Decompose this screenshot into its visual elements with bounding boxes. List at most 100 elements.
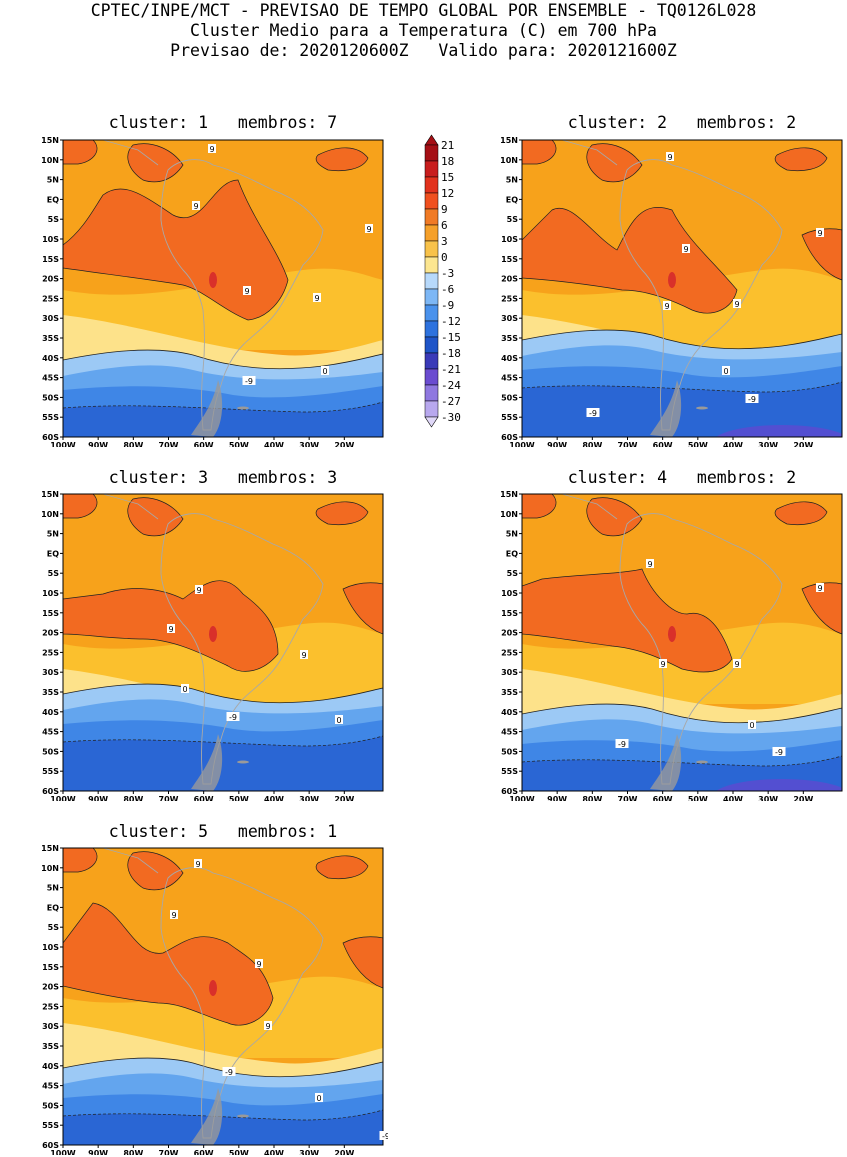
lon-label-7: 30W — [758, 441, 778, 447]
svg-text:9: 9 — [734, 660, 739, 669]
contour-label-4: 9 — [733, 299, 741, 309]
coastline-south-america — [619, 513, 783, 785]
map-svg-3: 15N 10N 5N EQ 5S 10S 15S 20S 25S 30S 35S 40S 45S 50S 5… — [41, 491, 384, 801]
warm-blob-nw — [63, 494, 98, 519]
temperature-field-minus12-9 — [63, 402, 383, 437]
contour-label-3: 9 — [663, 301, 671, 311]
lat-label-4: 5S — [48, 215, 60, 224]
contour-0 — [63, 683, 383, 704]
lat-label-10: 35S — [42, 1042, 59, 1051]
lat-label-7: 20S — [42, 629, 59, 638]
contour-label-6: -9 — [226, 712, 240, 722]
colorbar-segment-8 — [424, 272, 439, 290]
lat-label-1: 10N — [500, 156, 518, 165]
contour-0 — [522, 329, 842, 350]
contour-label-5: -9 — [222, 1067, 236, 1077]
lon-label-1: 90W — [88, 441, 108, 447]
map-panel-5: 15N 10N 5N EQ 5S 10S 15S 20S 25S 30S 35S 40S 45S 50S 5… — [28, 845, 388, 1155]
lat-label-15: 60S — [42, 433, 59, 442]
contour-label-7: -9 — [745, 394, 759, 404]
contour-minus9 — [522, 755, 842, 767]
lat-label-8: 25S — [501, 648, 518, 657]
lat-label-12: 45S — [42, 1082, 59, 1091]
lon-label-2: 80W — [582, 441, 602, 447]
temperature-field-minus12-9 — [63, 1110, 383, 1145]
lon-label-0: 100W — [50, 1149, 76, 1155]
lon-label-2: 80W — [123, 441, 143, 447]
contour-minus9 — [63, 1109, 383, 1121]
lat-label-0: 15N — [41, 845, 59, 853]
lat-label-5: 10S — [501, 235, 518, 244]
lat-label-7: 20S — [501, 629, 518, 638]
lat-label-5: 10S — [42, 235, 59, 244]
lon-label-3: 70W — [159, 441, 179, 447]
lon-label-4: 60W — [194, 441, 214, 447]
lon-label-6: 40W — [264, 441, 284, 447]
lon-label-2: 80W — [123, 795, 143, 801]
contour-label-6: 0 — [722, 366, 730, 376]
lon-label-8: 20W — [334, 795, 354, 801]
colorbar-segment-9 — [424, 288, 439, 306]
svg-text:0: 0 — [316, 1094, 321, 1103]
lat-label-8: 25S — [42, 1002, 59, 1011]
lat-label-6: 15S — [42, 963, 59, 972]
lon-label-4: 60W — [653, 441, 673, 447]
lat-label-6: 15S — [42, 255, 59, 264]
lat-label-4: 5S — [507, 569, 519, 578]
lat-label-5: 10S — [42, 589, 59, 598]
contour-label-1: 9 — [816, 583, 824, 593]
svg-text:9: 9 — [171, 911, 176, 920]
colorbar-segment-16 — [424, 400, 439, 418]
contour-label-1: 9 — [192, 201, 200, 211]
contour-label-2: 9 — [682, 244, 690, 254]
map-panel-4: 15N 10N 5N EQ 5S 10S 15S 20S 25S 30S 35S 40S 45S 50S 5… — [487, 491, 847, 801]
lon-label-3: 70W — [618, 795, 638, 801]
lon-label-1: 90W — [88, 1149, 108, 1155]
lat-label-2: 5N — [47, 530, 59, 539]
contour-label-0: 9 — [208, 144, 216, 154]
svg-text:9: 9 — [667, 153, 672, 162]
contour-label-0: 9 — [646, 559, 654, 569]
panel-title-4: cluster: 4 membros: 2 — [567, 468, 797, 487]
map-panel-1: 15N 10N 5N EQ 5S 10S 15S 20S 25S 30S 35S 40S 45S 50S 5… — [28, 137, 388, 447]
colorbar-segment-14 — [424, 368, 439, 386]
lat-label-8: 25S — [42, 648, 59, 657]
lat-label-5: 10S — [42, 943, 59, 952]
panel-title-2: cluster: 2 membros: 2 — [567, 113, 797, 132]
lat-label-13: 50S — [42, 1101, 59, 1110]
svg-text:9: 9 — [256, 960, 261, 969]
colorbar-segment-2 — [424, 176, 439, 194]
contour-label-5: 0 — [335, 715, 343, 725]
lon-label-1: 90W — [88, 795, 108, 801]
svg-text:9: 9 — [683, 245, 688, 254]
lon-label-7: 30W — [758, 795, 778, 801]
map-frame — [62, 847, 384, 1146]
falkland-islands — [237, 406, 249, 410]
lat-label-9: 30S — [501, 314, 518, 323]
colorbar-segment-10 — [424, 304, 439, 322]
lon-label-4: 60W — [653, 795, 673, 801]
lat-label-4: 5S — [48, 569, 60, 578]
contour-label-6: -9 — [242, 376, 256, 386]
lat-label-12: 45S — [42, 374, 59, 383]
lat-label-9: 30S — [501, 668, 518, 677]
temperature-field-minus12-9 — [63, 736, 383, 791]
temperature-field-12-15 — [63, 179, 289, 321]
panel-title-1: cluster: 1 membros: 7 — [108, 113, 338, 132]
temperature-field-15-18 — [209, 626, 217, 642]
andes-patagonia — [191, 1088, 223, 1145]
colorbar-label-4: 9 — [441, 203, 448, 216]
lat-label-7: 20S — [42, 983, 59, 992]
lat-label-4: 5S — [507, 215, 519, 224]
coastline-central-america — [102, 848, 159, 874]
lat-label-14: 55S — [42, 767, 59, 776]
header-line-1: CPTEC/INPE/MCT - PREVISAO DE TEMPO GLOBA… — [90, 1, 757, 20]
colorbar-segment-7 — [424, 256, 439, 274]
lat-label-13: 50S — [501, 393, 518, 402]
contour-label-8: -9 — [586, 408, 600, 418]
lat-label-4: 5S — [48, 923, 60, 932]
lat-label-1: 10N — [41, 864, 59, 873]
lon-label-3: 70W — [159, 1149, 179, 1155]
lon-label-6: 40W — [264, 1149, 284, 1155]
temperature-field-15-18 — [209, 272, 217, 288]
